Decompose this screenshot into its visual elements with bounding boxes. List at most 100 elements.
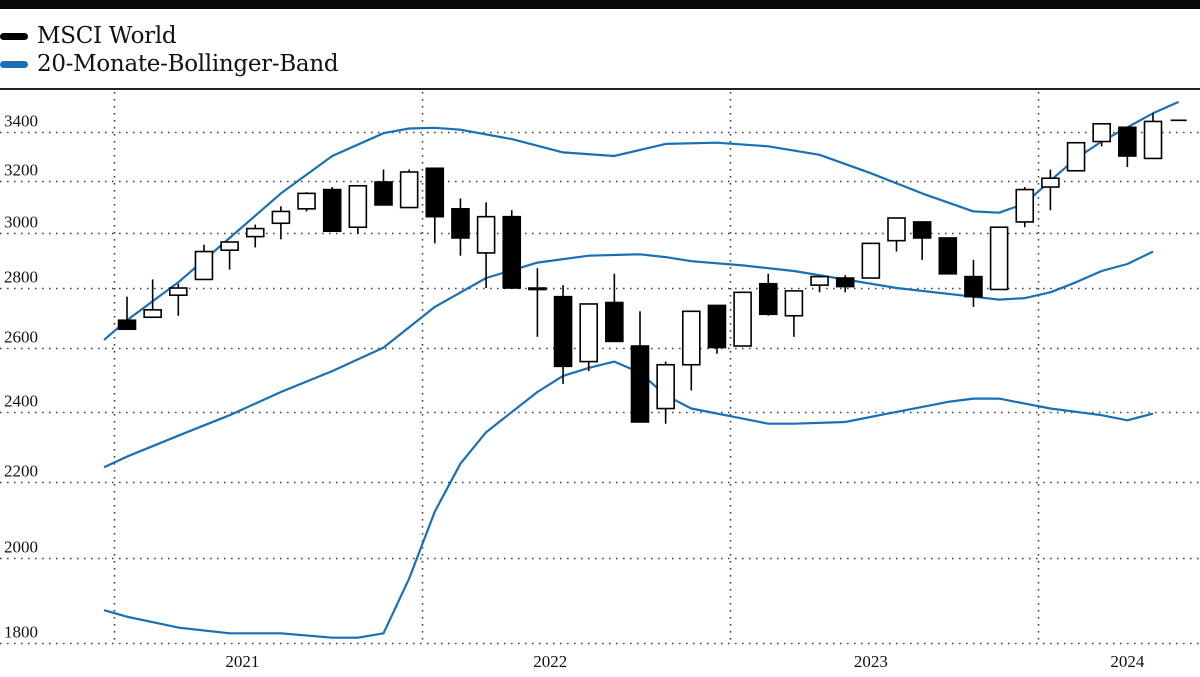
x-axis-labels: 2021 2022 2023 2024	[225, 652, 1144, 671]
y-tick-label: 2000	[4, 538, 38, 557]
candle-body-up	[1143, 120, 1163, 160]
candle-body-up	[476, 215, 496, 254]
candle	[733, 291, 752, 347]
candle-body-up	[810, 275, 829, 286]
candle-body-down	[425, 167, 445, 218]
candle-body-up	[1092, 122, 1111, 143]
candle-body-down	[707, 304, 727, 349]
candle-body-down	[553, 295, 573, 368]
candle	[579, 303, 599, 372]
candle	[758, 273, 778, 316]
candle-body-down	[912, 221, 932, 239]
candle-body-up	[169, 287, 188, 297]
candle	[1041, 169, 1060, 211]
candle-body-up	[220, 241, 239, 251]
candle-body-up	[681, 310, 701, 366]
bollinger-bands	[103, 100, 1180, 639]
candle	[938, 237, 958, 275]
candle	[810, 275, 829, 293]
candle-body-up	[297, 192, 316, 210]
candle-body-down	[1118, 126, 1137, 157]
candle	[425, 167, 445, 244]
legend-label: 20-Monate-Bollinger-Band	[37, 51, 339, 77]
candle	[887, 217, 906, 252]
candle	[451, 198, 470, 256]
candle-body-down	[528, 287, 547, 291]
candle-body-down	[117, 319, 137, 331]
candle-body-up	[887, 217, 906, 242]
candle	[835, 275, 855, 293]
candle	[476, 202, 496, 289]
candle	[528, 268, 547, 337]
candle-body-up	[733, 291, 752, 347]
candle-body-down	[502, 215, 522, 289]
y-tick-label: 3200	[4, 161, 38, 180]
candle	[861, 242, 881, 279]
candle-body-down	[630, 345, 650, 423]
candle	[605, 273, 624, 343]
legend-swatch-black	[0, 32, 28, 40]
candle-body-down	[964, 275, 983, 298]
candle-body-up	[656, 363, 675, 410]
candle	[1118, 126, 1137, 168]
candle-body-down	[374, 181, 393, 206]
candle-body-down	[322, 188, 342, 233]
candle	[169, 283, 188, 316]
y-axis-labels: 1800 2000 2200 2400 2600 2800 3000 3200 3400	[4, 112, 38, 642]
candle	[989, 226, 1009, 291]
candle	[784, 290, 804, 337]
x-tick-label: 2021	[225, 652, 259, 671]
candle-body-down	[835, 277, 855, 288]
candle-body-up	[861, 242, 881, 279]
candle	[1092, 122, 1111, 147]
candle	[117, 296, 137, 331]
candle-body-up	[1041, 177, 1060, 188]
y-tick-label: 3400	[4, 112, 38, 131]
candle	[630, 311, 650, 423]
msci-world-candles	[117, 113, 1187, 424]
x-tick-label: 2024	[1110, 652, 1145, 671]
candle	[322, 187, 342, 233]
bollinger-line	[103, 250, 1154, 469]
candle-body-up	[1066, 141, 1086, 172]
y-tick-label: 2200	[4, 462, 38, 481]
candle	[220, 241, 239, 270]
candle	[374, 169, 393, 206]
candle	[1015, 187, 1035, 228]
y-tick-label: 3000	[4, 213, 38, 232]
candle-body-down	[451, 208, 470, 239]
grid-lines	[0, 92, 1200, 645]
candle	[245, 224, 265, 248]
candle	[348, 184, 368, 234]
y-tick-label: 2600	[4, 328, 38, 347]
legend-item-msci-world: MSCI World	[0, 22, 338, 50]
candle-body-down	[938, 237, 958, 275]
candle-body-down	[758, 282, 778, 316]
top-rule-bar	[0, 0, 1200, 9]
candle	[656, 361, 675, 424]
y-tick-label: 2800	[4, 268, 38, 287]
candle	[1066, 141, 1086, 172]
candle-body-up	[194, 250, 214, 281]
candle-body-up	[245, 227, 265, 238]
candle	[1143, 113, 1163, 160]
candle	[681, 310, 701, 391]
candle-body-up	[1015, 188, 1035, 223]
candle	[399, 169, 419, 209]
candle-body-down	[605, 301, 624, 343]
legend-divider	[0, 88, 1200, 90]
candle	[271, 206, 291, 240]
candle-body-up	[989, 226, 1009, 291]
candle-body-up	[579, 303, 599, 363]
candle	[143, 279, 162, 319]
candle	[707, 304, 727, 354]
legend-item-bollinger-band: 20-Monate-Bollinger-Band	[0, 50, 339, 78]
candle-body-up	[784, 290, 804, 317]
candle	[297, 192, 316, 212]
y-tick-label: 1800	[4, 623, 38, 642]
candle	[964, 259, 983, 307]
x-tick-label: 2022	[533, 652, 567, 671]
legend-label: MSCI World	[37, 23, 177, 49]
bollinger-line	[103, 100, 1180, 341]
